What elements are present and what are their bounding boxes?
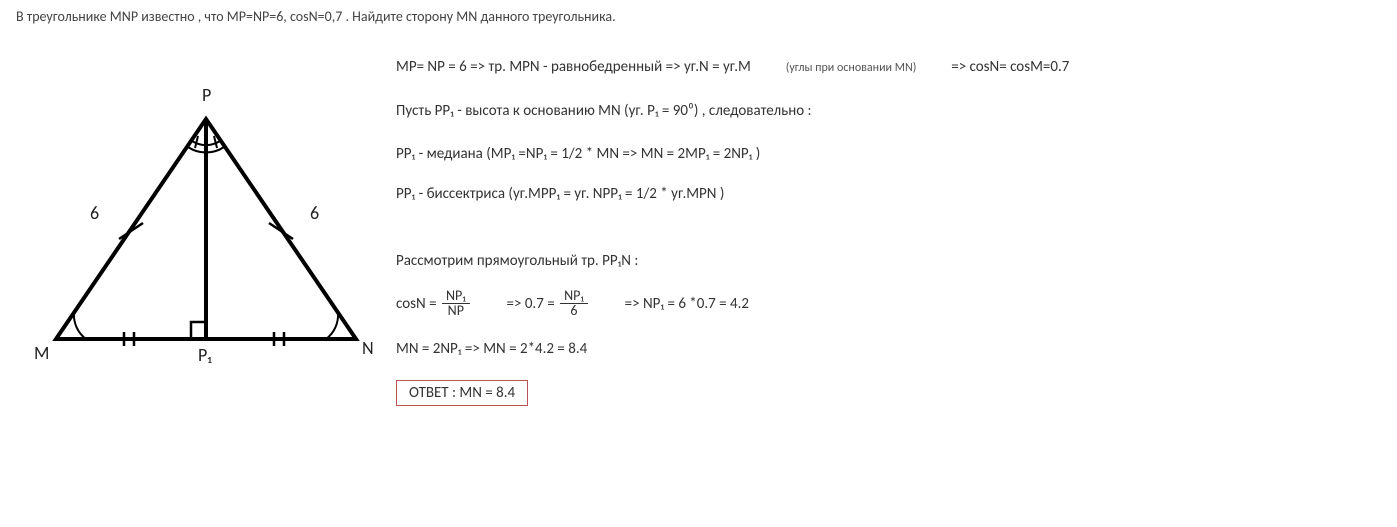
content-row: P M N P₁ 6 6 MP= NP = 6 => тр. MPN - рав… <box>16 49 1381 406</box>
problem-statement: В треугольнике MNP известно , что MP=NP=… <box>16 8 1381 25</box>
tick-np <box>269 223 293 239</box>
sol-l1b: => cosN= cosM=0.7 <box>951 58 1069 76</box>
sol-l6-frac1-den: NP <box>442 303 470 319</box>
label-side-left: 6 <box>90 202 99 224</box>
label-m: M <box>34 342 49 364</box>
label-n: N <box>362 337 374 359</box>
triangle-diagram: P M N P₁ 6 6 <box>16 49 396 369</box>
solution-column: MP= NP = 6 => тр. MPN - равнобедренный =… <box>396 49 1381 406</box>
solution-line-6: cosN = NP₁ NP => 0.7 = NP₁ 6 => NP₁ = 6 … <box>396 289 1381 319</box>
sol-l6-frac2-den: 6 <box>560 303 588 319</box>
solution-line-3: PP₁ - медиана (MP₁ =NP₁ = 1/2 * MN => MN… <box>396 142 1381 168</box>
solution-line-4: PP₁ - биссектриса (уг.MPP₁ = уг. NPP₁ = … <box>396 182 1381 208</box>
sol-l6-frac2: NP₁ 6 <box>560 289 588 319</box>
sol-l6-frac1-num: NP₁ <box>442 289 470 304</box>
solution-line-1: MP= NP = 6 => тр. MPN - равнобедренный =… <box>396 55 1381 81</box>
sol-l6-lhs: cosN = <box>396 294 437 312</box>
right-angle-mark <box>191 322 206 339</box>
sol-l6-frac2-num: NP₁ <box>560 289 588 304</box>
angle-arc-m <box>74 313 86 339</box>
label-side-right: 6 <box>310 202 319 224</box>
solution-line-2: Пусть PP₁ - высота к основанию MN (уг. P… <box>396 99 1381 125</box>
angle-arc-n <box>326 313 338 339</box>
sol-l6-mid: => 0.7 = <box>506 294 554 312</box>
sol-l1-note: (углы при основании MN) <box>786 61 917 75</box>
label-p1: P₁ <box>198 344 212 366</box>
sol-l6-frac1: NP₁ NP <box>442 289 470 319</box>
sol-l1a: MP= NP = 6 => тр. MPN - равнобедренный =… <box>396 58 751 76</box>
answer-box: ОТВЕТ : MN = 8.4 <box>396 380 528 406</box>
label-p: P <box>202 84 211 106</box>
sol-l6-rhs: => NP₁ = 6 *0.7 = 4.2 <box>625 294 749 312</box>
tick-mp <box>119 223 143 239</box>
solution-line-7: MN = 2NP₁ => MN = 2*4.2 = 8.4 <box>396 337 1381 363</box>
diagram-column: P M N P₁ 6 6 <box>16 49 396 374</box>
solution-line-5: Рассмотрим прямоугольный тр. PP₁N : <box>396 249 1381 275</box>
